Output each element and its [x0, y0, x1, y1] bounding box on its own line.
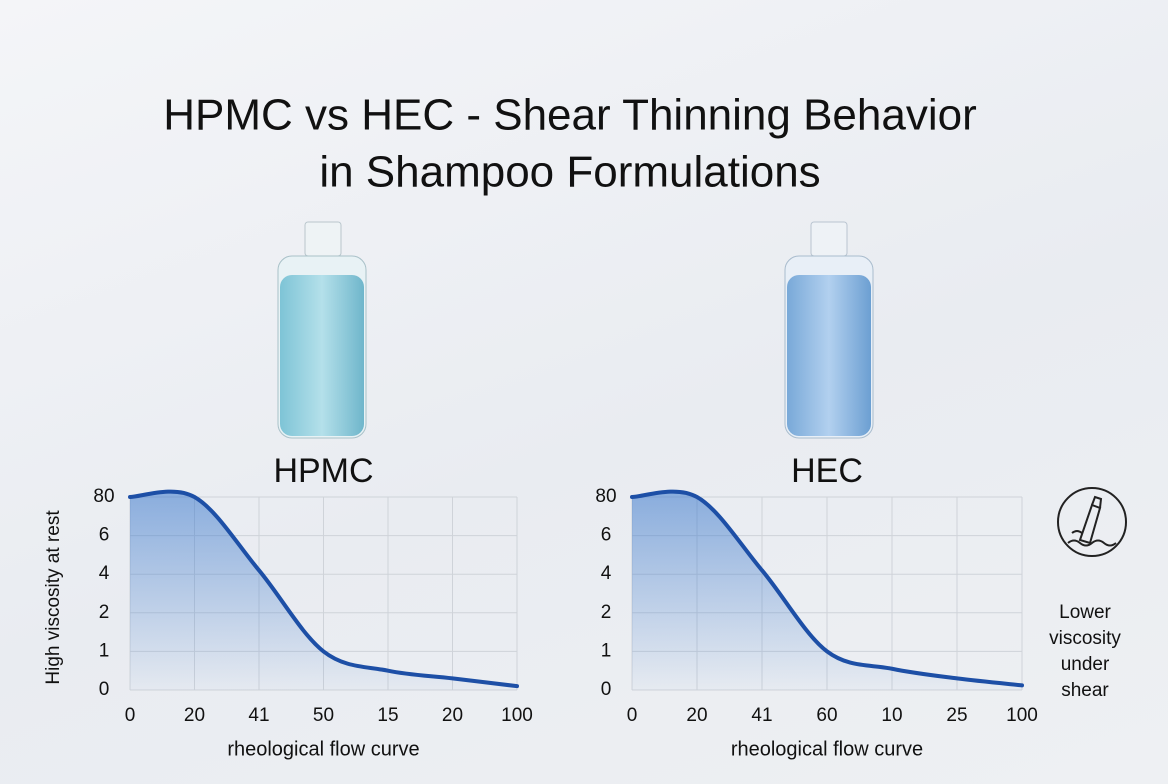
- title-line: HPMC vs HEC - Shear Thinning Behavior: [163, 91, 977, 140]
- y-tick-label: 1: [601, 640, 612, 661]
- x-tick-label: 41: [248, 705, 269, 726]
- y-tick-label: 6: [601, 525, 612, 546]
- y-tick-label: 4: [99, 563, 110, 584]
- y-tick-label: 4: [601, 563, 612, 584]
- y-tick-label: 80: [595, 486, 616, 507]
- x-tick-label: 41: [751, 705, 772, 726]
- y-tick-label: 6: [99, 525, 110, 546]
- annotation: Lower viscosity under shear: [1049, 602, 1121, 701]
- title-line: in Shampoo Formulations: [319, 148, 820, 197]
- x-tick-label: 15: [377, 705, 398, 726]
- area-fill: [130, 491, 517, 690]
- x-tick-label: 0: [125, 705, 136, 726]
- y-tick-label: 0: [601, 679, 612, 700]
- x-axis-label: rheological flow curve: [731, 738, 923, 760]
- x-tick-label: 10: [881, 705, 902, 726]
- x-tick-label: 20: [686, 705, 707, 726]
- x-tick-label: 0: [627, 705, 638, 726]
- x-tick-label: 20: [184, 705, 205, 726]
- bottle-hpmc: [277, 221, 367, 439]
- x-tick-label: 25: [946, 705, 967, 726]
- y-tick-label: 2: [99, 602, 110, 623]
- y-tick-label: 0: [99, 679, 110, 700]
- x-tick-label: 20: [442, 705, 463, 726]
- shear-icon: [1057, 487, 1127, 557]
- y-tick-label: 1: [99, 640, 110, 661]
- y-tick-label: 2: [601, 602, 612, 623]
- x-axis-label: rheological flow curve: [227, 738, 419, 760]
- y-axis-label: High viscosity at rest: [43, 510, 64, 685]
- line: [128, 489, 519, 689]
- y-tick-label: 80: [93, 486, 114, 507]
- area-fill: [632, 491, 1022, 690]
- x-tick-label: 100: [1006, 705, 1038, 726]
- chart-title: HPMC: [273, 452, 373, 490]
- x-tick-label: 100: [501, 705, 533, 726]
- x-tick-label: 50: [313, 705, 334, 726]
- x-tick-label: 60: [816, 705, 837, 726]
- bottle-hec: [784, 221, 874, 439]
- chart-title: HEC: [791, 452, 863, 490]
- line: [630, 489, 1024, 688]
